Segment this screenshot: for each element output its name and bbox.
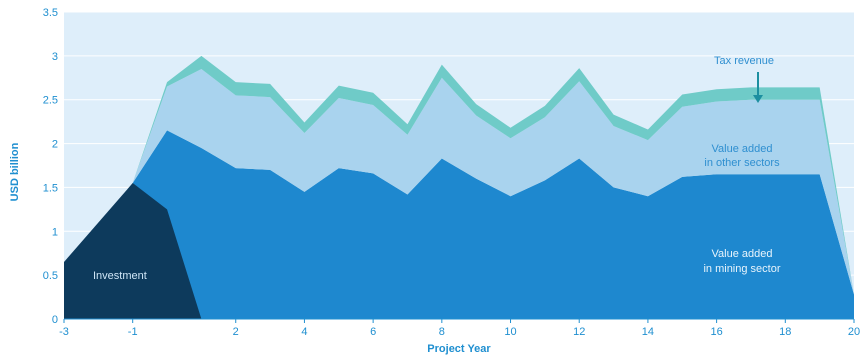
x-axis-label: Project Year [427, 343, 491, 355]
y-axis-label: USD billion [9, 142, 21, 201]
annotation-other-line1: Value added [712, 143, 773, 155]
area-series [64, 55, 854, 319]
x-axis-ticks: -3 -1 2 4 6 8 10 12 14 16 18 20 [59, 318, 860, 338]
area-value-added-in-other-sector [132, 69, 854, 295]
x-tick-label: -3 [59, 326, 69, 338]
y-tick-label: 0.5 [43, 270, 58, 282]
x-tick-label: 18 [779, 326, 791, 338]
y-tick-label: 2.5 [43, 95, 58, 107]
y-tick-label: 1.5 [43, 182, 58, 194]
annotation-tax: Tax revenue [714, 55, 774, 67]
x-tick-label: 10 [504, 326, 516, 338]
x-tick-label: 14 [642, 326, 654, 338]
x-tick-label: 4 [301, 326, 307, 338]
x-tick-label: 16 [710, 326, 722, 338]
x-tick-label: 20 [848, 326, 860, 338]
x-tick-label: 12 [573, 326, 585, 338]
y-tick-label: 3 [52, 51, 58, 63]
x-tick-label: 8 [439, 326, 445, 338]
y-tick-label: 1 [52, 226, 58, 238]
tax-arrow-icon [753, 72, 763, 103]
y-tick-label: 3.5 [43, 7, 58, 19]
area-tax-revenue [132, 55, 854, 295]
x-tick-label: 6 [370, 326, 376, 338]
y-axis-ticks: 0 0.5 1 1.5 2 2.5 3 3.5 [43, 7, 58, 326]
y-tick-label: 0 [52, 314, 58, 326]
x-tick-label: 2 [233, 326, 239, 338]
x-tick-label: -1 [128, 326, 138, 338]
annotation-investment: Investment [93, 270, 147, 282]
area-investment [64, 183, 236, 319]
annotation-mining-line1: Value added [712, 248, 773, 260]
annotation-mining-line2: in mining sector [703, 263, 780, 275]
y-tick-label: 2 [52, 139, 58, 151]
annotation-other-line2: in other sectors [704, 157, 780, 169]
area-value-added-in-mining-sector [132, 130, 854, 319]
